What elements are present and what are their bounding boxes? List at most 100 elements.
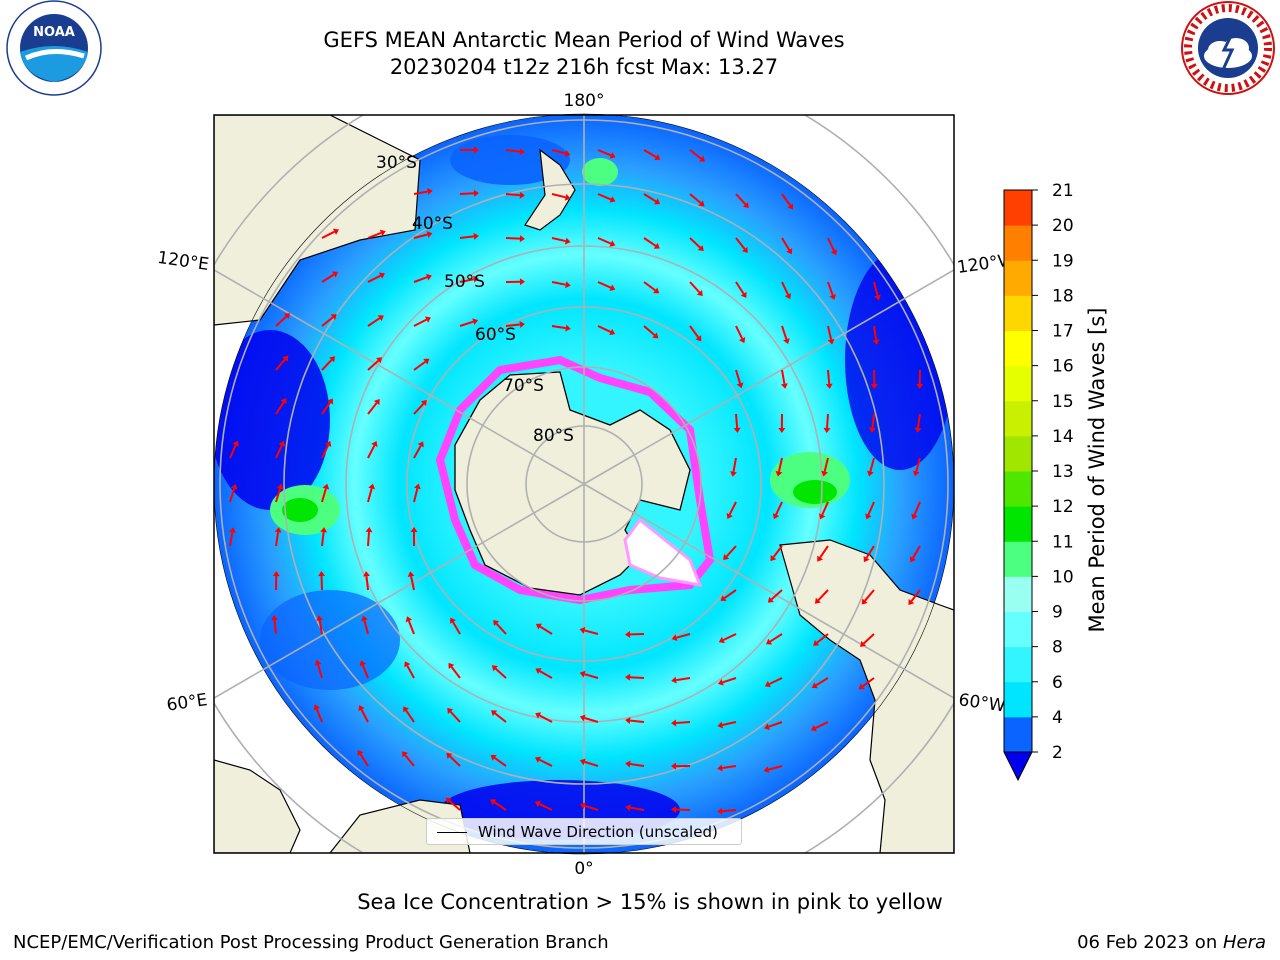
wind-arrow: [908, 589, 921, 606]
wind-arrow: [275, 440, 286, 459]
chart-title: GEFS MEAN Antarctic Mean Period of Wind …: [323, 28, 845, 52]
wind-arrow: [459, 275, 479, 283]
wind-arrow: [689, 149, 706, 162]
wind-arrow: [459, 318, 479, 327]
wind-arrow: [413, 316, 431, 327]
wind-arrow: [775, 457, 783, 477]
wind-arrow: [535, 668, 553, 679]
wind-arrow: [914, 413, 922, 433]
wind-arrow: [730, 457, 737, 477]
wind-arrow: [643, 281, 660, 294]
wind-arrow: [490, 754, 507, 767]
wind-arrow: [735, 369, 744, 389]
wind-arrow: [535, 623, 553, 635]
wind-arrow: [448, 662, 461, 679]
wind-arrow: [643, 237, 660, 249]
wind-arrow: [361, 615, 369, 635]
wind-arrow: [413, 483, 421, 503]
wind-arrow: [827, 325, 835, 345]
colorbar-tick-label: 20: [1052, 216, 1074, 236]
wind-arrow: [860, 633, 875, 647]
wind-arrow: [764, 721, 783, 731]
wind-arrow: [314, 659, 323, 679]
wind-arrow: [625, 717, 645, 725]
wind-arrow: [781, 325, 790, 345]
wind-arrow: [274, 527, 282, 547]
wind-arrow: [811, 677, 829, 689]
wind-arrow: [551, 193, 571, 201]
wind-arrow: [863, 545, 875, 563]
colorbar-segment: [1004, 400, 1032, 437]
legend-label: Wind Wave Direction (unscaled): [478, 823, 718, 841]
colorbar-tick-label: 18: [1052, 286, 1074, 306]
wind-arrow: [413, 188, 433, 195]
wind-arrow: [367, 483, 376, 503]
colorbar-tick-label: 16: [1052, 357, 1074, 377]
wind-arrow: [873, 281, 881, 301]
colorbar-tick-label: 12: [1052, 497, 1074, 517]
colorbar-segment: [1004, 576, 1032, 612]
footer-date: 06 Feb 2023 on Hera: [1077, 932, 1266, 953]
footer-date-text: 06 Feb 2023 on: [1077, 932, 1223, 953]
wind-arrow: [579, 714, 599, 723]
wind-arrow: [275, 483, 284, 503]
wind-arrow: [357, 749, 369, 767]
wind-arrow: [459, 232, 479, 240]
wind-arrow: [579, 802, 599, 811]
colorbar-segment: [1004, 716, 1032, 753]
colorbar-segment: [1004, 506, 1032, 542]
wind-arrow: [321, 440, 332, 459]
colorbar-tick-label: 14: [1052, 427, 1074, 447]
colorbar-label: Mean Period of Wind Waves [s]: [1085, 307, 1109, 633]
colorbar-segment: [1004, 541, 1032, 577]
lat-label-60s: 60°S: [475, 325, 516, 345]
wind-arrow: [491, 665, 507, 679]
colorbar-tick-label: 2: [1052, 743, 1063, 763]
wind-arrow: [551, 281, 571, 289]
wind-arrow: [579, 627, 599, 635]
wind-arrow: [778, 413, 786, 433]
wind-arrow: [491, 710, 507, 723]
wind-arrow: [766, 633, 783, 645]
wind-arrow: [597, 325, 616, 336]
wind-arrow: [689, 325, 702, 342]
wind-arrow: [733, 413, 741, 433]
wind-arrow: [316, 615, 324, 635]
wind-arrow: [625, 804, 645, 812]
wind-arrow: [413, 231, 433, 239]
wind-arrow: [872, 325, 880, 345]
wind-arrow: [321, 483, 330, 503]
wind-arrow: [402, 751, 415, 767]
wind-arrow: [413, 441, 424, 459]
wind-arrow: [781, 281, 792, 300]
wind-arrow: [407, 571, 415, 591]
wind-arrow: [865, 501, 875, 520]
colorbar-tick-label: 17: [1052, 322, 1074, 342]
wind-arrow: [625, 760, 645, 768]
colorbar-tick-label: 4: [1052, 708, 1063, 728]
wind-arrow: [405, 616, 415, 635]
wind-arrow: [625, 630, 645, 638]
wind-arrow: [358, 705, 369, 723]
wind-arrow: [726, 501, 737, 519]
wind-arrow: [321, 356, 336, 371]
wind-arrow: [490, 799, 507, 811]
colorbar-segment: [1004, 681, 1032, 718]
wind-arrow: [689, 237, 704, 252]
wind-arrow: [229, 527, 236, 547]
wind-arrow: [689, 281, 703, 297]
wind-arrow: [827, 281, 836, 300]
wind-arrow: [413, 399, 427, 415]
wind-arrow: [410, 527, 418, 547]
wind-arrow: [810, 721, 829, 732]
wind-arrow: [717, 721, 737, 729]
wind-arrow: [445, 797, 461, 811]
sea-ice-caption: Sea Ice Concentration > 15% is shown in …: [357, 890, 943, 914]
lon-label-180: 180°: [564, 91, 605, 111]
lat-label-30s: 30°S: [376, 153, 417, 173]
wind-arrow: [275, 398, 287, 415]
wind-arrow: [367, 441, 378, 459]
svg-text:NOAA: NOAA: [33, 25, 75, 40]
wind-arrow: [813, 633, 829, 646]
